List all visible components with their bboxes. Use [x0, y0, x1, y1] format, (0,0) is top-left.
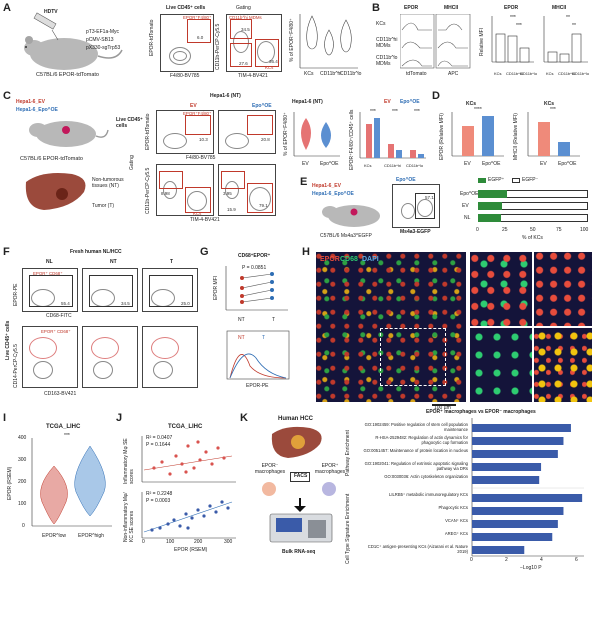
k-bar-1-3 [472, 533, 553, 541]
h-label-dapi: DAPI [362, 256, 379, 263]
f-flow-nl-1: EPOR⁺ CD68⁺ 55.4 [22, 268, 78, 312]
k-bar-0-0 [472, 424, 571, 432]
a-gating-label: Gating [236, 5, 251, 11]
k-facs-box [290, 472, 310, 482]
panel-label-i: I [3, 412, 7, 424]
e-flow-plot: 57.1 [392, 184, 440, 228]
a-ylabel-2: CD11b-PerCP-Cy5.5 [215, 23, 221, 70]
panel-label-d: D [432, 90, 440, 102]
k-category-label-1-0: LILRB5⁺ metabolic immunoregulatory KCs [388, 492, 468, 497]
panel-label-g: G [200, 246, 209, 258]
k-cell-pos [322, 482, 336, 496]
f-flow-t-2 [142, 326, 198, 388]
c-violin-plot [293, 112, 340, 157]
c-flow-ev-2: 8.98 KCs [156, 164, 214, 216]
j-scatter-1 [141, 436, 236, 483]
f-flow-t-1: 25.0 [142, 268, 198, 312]
b-histograms [400, 14, 471, 69]
k-category-label-0-0: GO:1902459: Positive regulation of stem … [364, 422, 468, 432]
k-cell-neg [262, 482, 276, 496]
h-microscopy-zoom-2 [534, 252, 592, 326]
k-bar-0-2 [472, 450, 558, 458]
d-bar-charts [451, 112, 580, 157]
k-category-label-0-4: GO:0030036: Actin cytoskeleton organizat… [384, 474, 468, 479]
k-bar-0-3 [472, 463, 542, 471]
b-bar-charts [491, 16, 588, 63]
hdtv-label: HDTV [44, 9, 58, 15]
a-flow-plot-2: CD11b^hi MDMs KCs 34.5 27.6 36.4 [226, 14, 282, 72]
j-scatter-2 [141, 492, 236, 539]
c-flow-epo-2: 3.95 15.9 79.1 [218, 164, 276, 216]
h-microscopy-zoom-3 [470, 328, 532, 402]
a-xlabel-1: F4/80-BV785 [170, 73, 200, 79]
e-stacked-bars [478, 188, 588, 226]
k-category-label-0-2: GO:0051457: Maintenance of protein locat… [363, 448, 468, 453]
a-violin-plot [299, 14, 358, 69]
a-gate-label: EPOR⁺F4/80⁺ [183, 15, 212, 20]
k-category-label-1-3: AREG⁺ KCs [444, 531, 468, 536]
a-flow-plot-1: EPOR⁺F4/80⁺ 6.0 [160, 14, 214, 72]
k-enrichment-chart [471, 418, 584, 557]
k-category-label-1-1: Phagocytic KCs [438, 505, 468, 510]
k-bar-1-1 [472, 507, 564, 515]
plasmid-3: pX330-sgTrp53 [86, 45, 121, 51]
panel-label-j: J [116, 412, 123, 424]
h-microscopy-main [316, 252, 466, 402]
k-chart-title: EPOR⁺ macrophages vs EPOR⁻ macrophages [426, 409, 536, 415]
c-mouse-icon [29, 121, 109, 147]
f-flow-nl-2: EPOR⁺ CD68⁺ [22, 326, 78, 388]
a-violin-ylabel: % of EPOR⁺F4/80⁺ [289, 18, 295, 62]
k-liver-icon [271, 426, 322, 458]
k-category-label-1-2: VCAN⁺ KCs [445, 518, 468, 523]
mouse-icon [24, 12, 123, 70]
panel-label-k: K [240, 412, 248, 424]
mouse-strain-label: C57BL/6 EPOR-tdTomato [36, 72, 99, 78]
bar-nl [478, 214, 501, 222]
k-bar-0-1 [472, 437, 564, 445]
e-legend-egfp-pos [478, 178, 486, 183]
k-bar-1-0 [472, 494, 583, 502]
a-xlabel-2: TIM-4-BV421 [238, 73, 268, 79]
g-histogram [226, 330, 290, 380]
f-flow-nt-1: 34.5 [82, 268, 138, 312]
liver-icon [25, 173, 86, 210]
h-label-epor: EPOR [320, 256, 340, 263]
c-dot-plot [359, 112, 426, 159]
k-bar-1-4 [472, 546, 525, 554]
e-legend-egfp-neg [512, 178, 520, 183]
bar-epo [478, 190, 507, 198]
c-flow-epo-1: 20.8 [218, 110, 276, 154]
h-label-cd68: CD68 [340, 256, 358, 263]
k-category-label-0-1: R-HSA-2529482: Regulation of actin dynam… [375, 435, 468, 445]
panel-label-a: A [3, 2, 11, 14]
g-paired-plot [225, 266, 288, 311]
c-flow-ev-1: EPOR⁺F4/80⁺ 10.3 [156, 110, 214, 154]
k-category-label-1-4: CD1C⁺ antigen-presenting KCs (Aizarani e… [367, 544, 468, 554]
panel-label-b: B [372, 2, 380, 14]
hydrodynamic-injection-diagram [12, 10, 132, 82]
panel-label-f: F [3, 246, 10, 258]
h-microscopy-zoom-1 [470, 252, 532, 326]
k-bar-1-2 [472, 520, 558, 528]
plasmid-2: pCMV-SB13 [86, 37, 114, 43]
plasmid-1: pT3-EF1a-Myc [86, 29, 120, 35]
panel-label-c: C [3, 90, 11, 102]
i-violin-plot [31, 438, 112, 527]
h-microscopy-zoom-4 [534, 328, 592, 402]
panel-label-h: H [302, 246, 310, 258]
a-ylabel-1: EPOR-tdTomato [149, 19, 155, 56]
bar-ev [478, 202, 502, 210]
k-category-label-0-3: GO:1902041: Regulation of extrinsic apop… [364, 461, 468, 471]
h-scale-bar [432, 404, 456, 406]
k-sequencer-icon [269, 498, 333, 543]
e-mouse-icon [322, 205, 380, 227]
k-bar-0-4 [472, 476, 540, 484]
a-live-cells-label: Live CD45⁺ cells [166, 5, 206, 11]
f-flow-nt-2 [82, 326, 138, 388]
panel-label-e: E [300, 176, 308, 188]
